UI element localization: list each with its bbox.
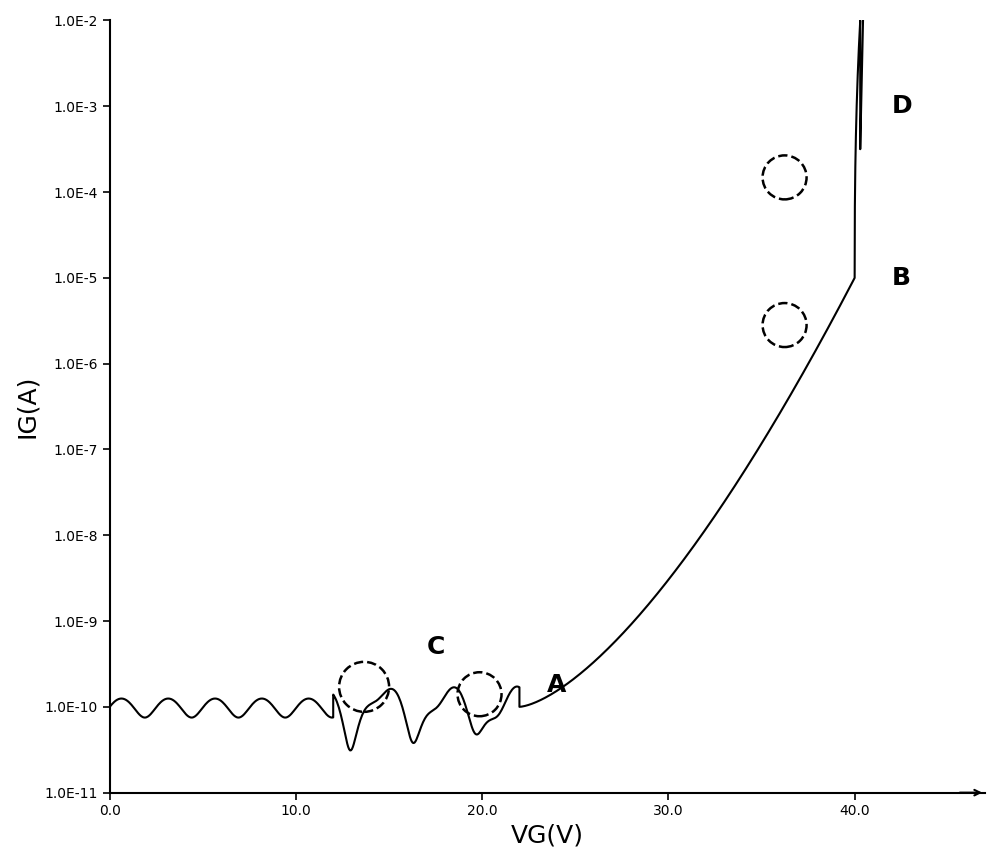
Text: D: D [892,94,913,118]
Text: A: A [547,673,567,697]
Y-axis label: IG(A): IG(A) [15,375,39,438]
X-axis label: VG(V): VG(V) [511,824,584,848]
Text: C: C [426,635,445,658]
Text: B: B [892,266,911,290]
